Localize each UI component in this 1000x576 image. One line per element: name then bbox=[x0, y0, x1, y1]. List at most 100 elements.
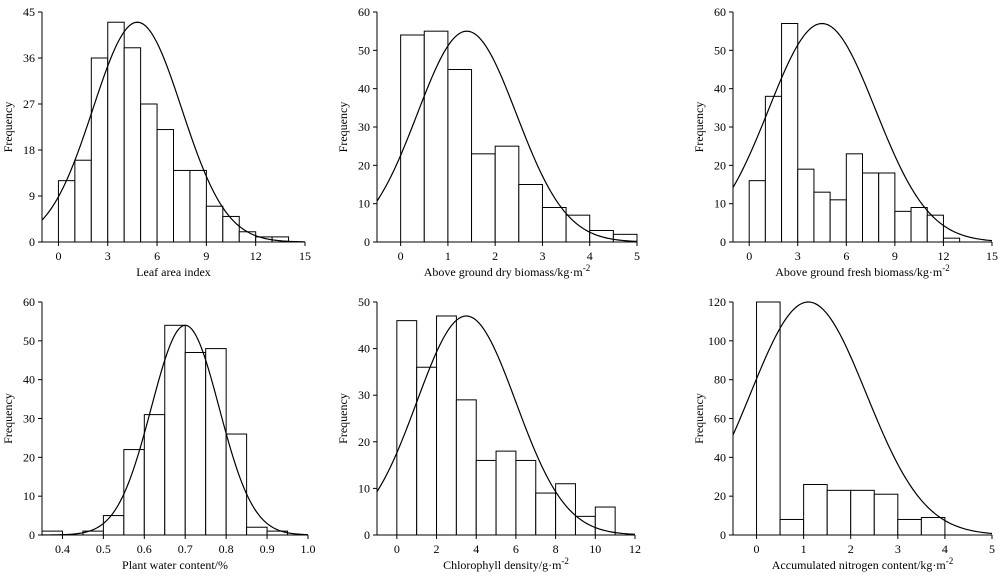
y-tick-label: 30 bbox=[714, 120, 726, 134]
y-tick-label: 20 bbox=[358, 158, 370, 172]
x-tick-label: 0.5 bbox=[96, 542, 111, 556]
x-tick-label: 6 bbox=[513, 542, 519, 556]
histogram-bar bbox=[494, 145, 520, 243]
histogram-bar bbox=[102, 515, 125, 536]
histogram-bar bbox=[779, 518, 805, 536]
histogram-bar bbox=[781, 23, 799, 243]
histogram-panel-3: 0 3 6 9 12 15 0 10 20 30 40 50 60 Above ground fresh … bbox=[692, 5, 998, 279]
histogram-bar bbox=[455, 399, 477, 536]
histogram-bar bbox=[535, 492, 557, 536]
histogram-bar bbox=[565, 214, 591, 243]
histogram-bar bbox=[475, 459, 497, 536]
histogram-panel-6: 0 1 2 3 4 5 0 20 40 60 80 100 120 Accumulated nitroge… bbox=[692, 295, 995, 572]
x-tick-label: 10 bbox=[589, 542, 601, 556]
y-tick-label: 40 bbox=[358, 342, 370, 356]
histogram-bar bbox=[803, 484, 828, 536]
x-tick-label: 0 bbox=[55, 249, 61, 263]
x-tick-label: 0.8 bbox=[219, 542, 234, 556]
y-tick-label: 40 bbox=[714, 450, 726, 464]
x-tick-label: 0 bbox=[746, 249, 752, 263]
y-tick-label: 50 bbox=[358, 295, 370, 309]
y-tick-label: 50 bbox=[358, 43, 370, 57]
x-tick-label: 2 bbox=[492, 249, 498, 263]
histogram-bar bbox=[764, 95, 783, 243]
y-tick-label: 60 bbox=[714, 5, 726, 19]
x-tick-label: 3 bbox=[105, 249, 111, 263]
x-tick-label: 0.6 bbox=[137, 542, 152, 556]
y-tick-label: 20 bbox=[358, 435, 370, 449]
histogram-bar bbox=[156, 129, 174, 243]
y-tick-label: 100 bbox=[708, 334, 726, 348]
histogram-bar bbox=[184, 351, 207, 536]
x-tick-label: 3 bbox=[795, 249, 801, 263]
y-tick-label: 30 bbox=[23, 412, 35, 426]
y-tick-label: 60 bbox=[714, 412, 726, 426]
histogram-bar bbox=[850, 489, 875, 536]
y-axis-title: Frequency bbox=[1, 102, 15, 153]
histogram-bar bbox=[416, 366, 438, 536]
x-tick-label: 2 bbox=[434, 542, 440, 556]
histogram-bar bbox=[123, 47, 142, 243]
y-tick-label: 0 bbox=[364, 235, 370, 249]
x-tick-label: 9 bbox=[892, 249, 898, 263]
y-tick-label: 50 bbox=[714, 43, 726, 57]
histogram-bar bbox=[873, 493, 899, 536]
x-axis-title: Chlorophyll density/g·m-2 bbox=[443, 556, 569, 572]
histogram-bar bbox=[897, 518, 922, 536]
histogram-bar bbox=[225, 433, 248, 536]
y-tick-label: 27 bbox=[23, 97, 35, 111]
x-tick-label: 2 bbox=[848, 542, 854, 556]
x-tick-label: 0.7 bbox=[178, 542, 193, 556]
histogram-bar bbox=[189, 169, 207, 243]
x-tick-label: 6 bbox=[843, 249, 849, 263]
y-tick-label: 40 bbox=[358, 82, 370, 96]
normal-fit-curve bbox=[732, 22, 993, 242]
normal-fit-curve bbox=[41, 324, 309, 536]
histogram-bar bbox=[140, 103, 158, 243]
y-tick-label: 10 bbox=[358, 481, 370, 495]
histogram-bar bbox=[797, 168, 815, 243]
histogram-bar bbox=[495, 450, 517, 536]
histogram-panel-4: 0.4 0.5 0.6 0.7 0.8 0.9 1.0 0 10 20 30 40 50 60 Plant … bbox=[1, 295, 316, 572]
histogram-bar bbox=[829, 199, 847, 243]
histogram-bar bbox=[173, 169, 191, 243]
x-tick-label: 0.4 bbox=[55, 542, 70, 556]
histogram-bar bbox=[246, 526, 268, 536]
y-tick-label: 80 bbox=[714, 373, 726, 387]
histogram-bar bbox=[90, 57, 109, 243]
x-tick-label: 3 bbox=[895, 542, 901, 556]
histogram-bar bbox=[57, 180, 76, 243]
x-tick-label: 0 bbox=[398, 249, 404, 263]
y-axis-title: Frequency bbox=[336, 393, 350, 444]
histogram-bar bbox=[942, 237, 961, 243]
x-tick-label: 6 bbox=[154, 249, 160, 263]
y-tick-label: 60 bbox=[23, 295, 35, 309]
y-tick-label: 18 bbox=[23, 143, 35, 157]
histogram-bar bbox=[826, 489, 852, 536]
x-tick-label: 3 bbox=[539, 249, 545, 263]
x-tick-label: 1 bbox=[445, 249, 451, 263]
y-tick-label: 10 bbox=[714, 197, 726, 211]
x-tick-label: 15 bbox=[299, 249, 311, 263]
y-axis-title: Frequency bbox=[692, 393, 706, 444]
y-tick-label: 20 bbox=[23, 450, 35, 464]
normal-fit-curve bbox=[732, 301, 993, 535]
x-tick-label: 5 bbox=[634, 249, 640, 263]
y-tick-label: 36 bbox=[23, 51, 35, 65]
y-tick-label: 20 bbox=[714, 158, 726, 172]
histogram-bar bbox=[238, 231, 257, 243]
histogram-bar bbox=[143, 414, 166, 536]
x-tick-label: 4 bbox=[473, 542, 479, 556]
y-tick-label: 0 bbox=[720, 528, 726, 542]
histogram-bar bbox=[541, 207, 567, 243]
normal-fit-curve bbox=[376, 315, 636, 535]
y-tick-label: 30 bbox=[358, 120, 370, 134]
histogram-bar bbox=[107, 21, 125, 243]
histogram-bar bbox=[447, 69, 473, 243]
y-axis-title: Frequency bbox=[336, 102, 350, 153]
x-tick-label: 12 bbox=[629, 542, 641, 556]
y-tick-label: 20 bbox=[714, 489, 726, 503]
histogram-bar bbox=[518, 184, 543, 243]
